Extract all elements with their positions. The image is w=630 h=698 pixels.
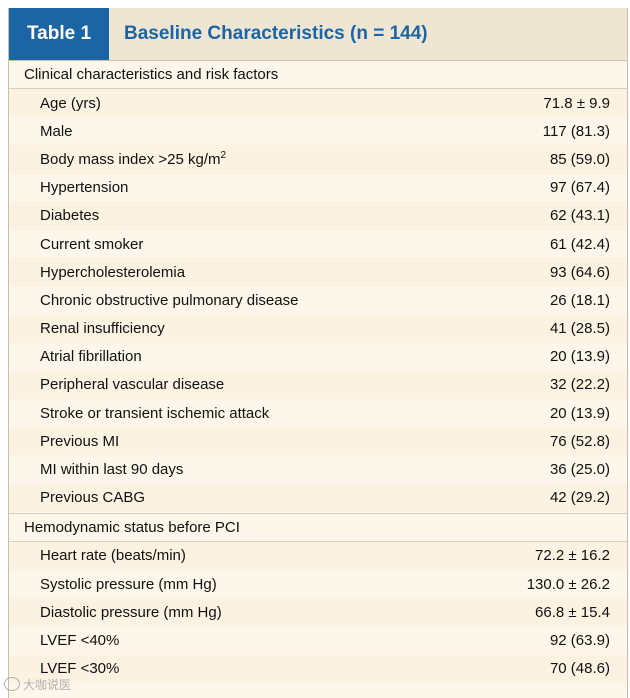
table-row: Body mass index >25 kg/m2 85 (59.0) [9,145,627,174]
section-heading-hemodynamic: Hemodynamic status before PCI [9,512,627,542]
row-value: 93 (64.6) [549,263,610,281]
row-label-text: Systolic pressure (mm Hg) [40,575,217,593]
table-row: Diastolic pressure (mm Hg) 66.8 ± 15.4 [9,598,627,627]
row-value: 71.8 ± 9.9 [543,94,610,112]
row-value: 36 (25.0) [549,461,610,479]
table-row: Atrial fibrillation 20 (13.9) [9,342,627,371]
table-row: Stroke or transient ischemic attack 20 (1… [9,399,627,428]
watermark-logo-icon [4,677,20,691]
row-label: Systolic pressure (mm Hg) [40,576,217,593]
row-label: Chronic obstructive pulmonary disease [40,292,298,309]
table-title: Baseline Characteristics (n = 144) [124,23,428,44]
row-value: 92 (63.9) [549,631,610,649]
table-row: Hypertension 97 (67.4) [9,173,627,202]
row-label-text: Previous CABG [40,489,146,507]
table-row: MI within last 90 days 36 (25.0) [9,455,627,484]
table-row: LVEF <40% 92 (63.9) [9,626,627,655]
row-label: Stroke or transient ischemic attack [40,405,269,422]
row-label-text: Chronic obstructive pulmonary disease [40,291,299,309]
row-value: 26 (18.1) [549,291,610,309]
row-value: 41 (28.5) [549,320,610,338]
table-header: Table 1 Baseline Characteristics (n = 14… [9,8,627,61]
row-label-text: LVEF <30% [40,660,120,678]
section-rows-clinical: Age (yrs) 71.8 ± 9.9 Male 117 (81.3) Body ma… [9,89,627,512]
watermark: 大咖说医 [4,674,84,694]
table-row: Current smoker 61 (42.4) [9,229,627,259]
row-label-text: Diabetes [40,207,100,225]
row-value: 20 (13.9) [549,404,610,422]
row-value: 62 (43.1) [549,207,610,225]
row-label: Renal insufficiency [40,320,165,337]
row-label-text: Diastolic pressure (mm Hg) [40,603,222,621]
table-row: LVEF <30% 70 (48.6) [9,654,627,683]
row-value: 66.8 ± 15.4 [535,603,610,621]
row-label-text: Hypercholesterolemia [40,263,186,281]
row-label-text: Renal insufficiency [40,320,165,338]
row-label-text: Previous MI [40,432,120,450]
section-rows-hemodynamic: Heart rate (beats/min) 72.2 ± 16.2 Systoli… [9,541,627,683]
row-label: Male [40,123,73,140]
section-heading-clinical: Clinical characteristics and risk factor… [9,61,627,89]
row-label-text: Heart rate (beats/min) [40,547,186,565]
row-label-text: LVEF <40% [40,631,120,649]
table-row: Peripheral vascular disease 32 (22.2) [9,370,627,400]
row-label-text: Current smoker [40,235,144,253]
row-label-text: Atrial fibrillation [40,348,142,366]
row-value: 32 (22.2) [549,376,610,394]
row-label-superscript: 2 [220,149,227,161]
row-label: Heart rate (beats/min) [40,547,186,564]
row-value: 20 (13.9) [549,348,610,366]
row-value: 97 (67.4) [549,179,610,197]
row-label: Peripheral vascular disease [40,376,224,393]
row-label-text: Peripheral vascular disease [40,376,225,394]
row-label: Age (yrs) [40,95,101,112]
table-row: Chronic obstructive pulmonary disease 26 … [9,286,627,315]
row-label: Previous CABG [40,489,145,506]
table-number-label: Table 1 [9,8,109,60]
row-label-text: Hypertension [40,179,129,197]
row-label: Body mass index >25 kg/m2 [40,149,227,168]
row-value: 76 (52.8) [549,432,610,450]
row-label-text: Age (yrs) [40,94,101,112]
table-row: Previous MI 76 (52.8) [9,427,627,456]
row-value: 72.2 ± 16.2 [535,547,610,565]
table-row: Age (yrs) 71.8 ± 9.9 [9,89,627,118]
row-label: Atrial fibrillation [40,348,142,365]
table-row: Systolic pressure (mm Hg) 130.0 ± 26.2 [9,570,627,599]
row-value: 130.0 ± 26.2 [526,575,610,593]
table-row: Heart rate (beats/min) 72.2 ± 16.2 [9,541,627,570]
table-row: Renal insufficiency 41 (28.5) [9,314,627,343]
row-label-text: Male [40,122,73,140]
row-label: Hypertension [40,179,128,196]
row-value: 85 (59.0) [549,150,610,168]
row-label: Previous MI [40,433,119,450]
table-row: Diabetes 62 (43.1) [9,201,627,230]
row-value: 117 (81.3) [542,122,610,140]
row-label: LVEF <40% [40,632,119,649]
row-label: Hypercholesterolemia [40,264,185,281]
row-label: LVEF <30% [40,660,119,677]
row-label-text: Stroke or transient ischemic attack [40,404,270,422]
row-value: 70 (48.6) [549,660,610,678]
table-row: Hypercholesterolemia 93 (64.6) [9,258,627,287]
row-label: Diastolic pressure (mm Hg) [40,604,222,621]
table-row: Male 117 (81.3) [9,117,627,146]
baseline-characteristics-table: Table 1 Baseline Characteristics (n = 14… [8,8,628,698]
table-row: Previous CABG 42 (29.2) [9,483,627,512]
row-value: 61 (42.4) [549,235,610,253]
row-label-text: Body mass index >25 kg/m [40,150,221,168]
row-label: Current smoker [40,236,143,253]
watermark-text: 大咖说医 [23,677,72,692]
row-label-text: MI within last 90 days [40,461,184,479]
row-label: MI within last 90 days [40,461,183,478]
row-label: Diabetes [40,207,99,224]
row-value: 42 (29.2) [549,489,610,507]
